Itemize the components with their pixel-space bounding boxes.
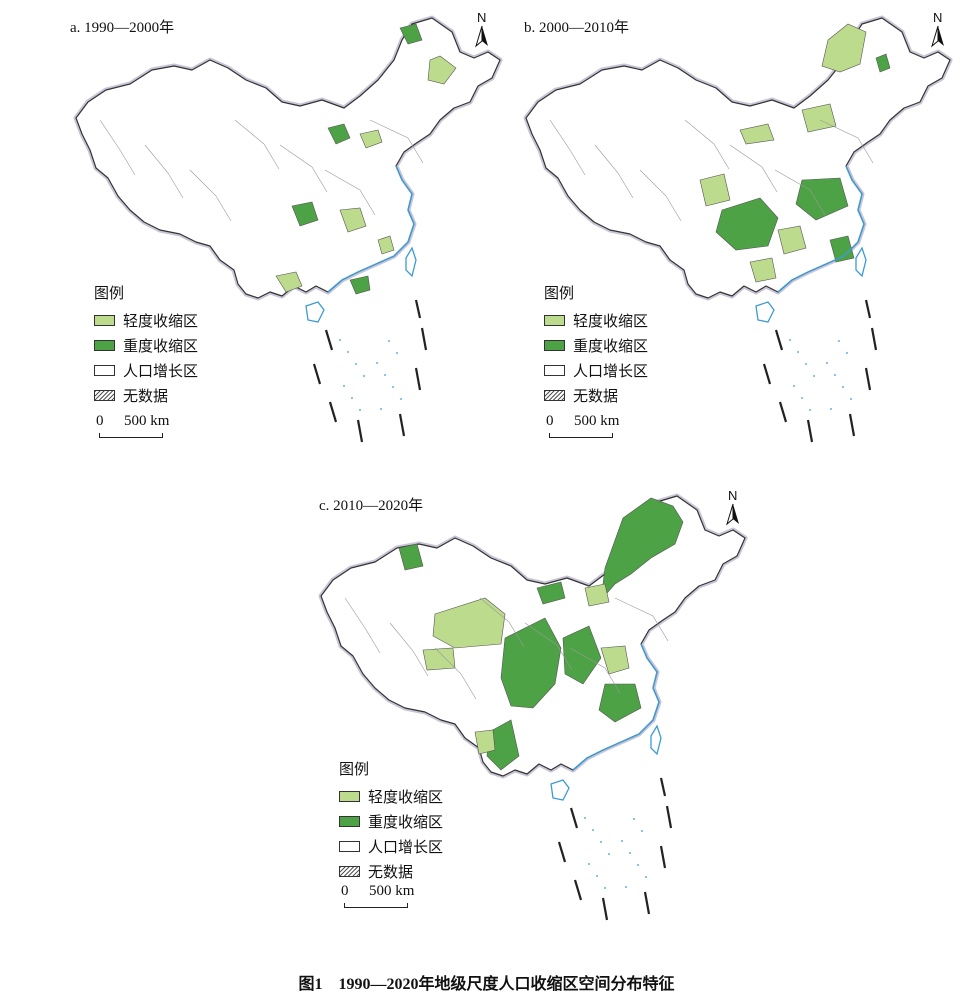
scale-bar-b: 0 500 km	[546, 413, 619, 439]
panel-title-a: a. 1990—2000年	[70, 20, 175, 36]
map-legend-b: 图例 轻度收缩区 重度收缩区 人口增长区 无数据	[544, 282, 648, 408]
legend-item-heavy: 重度收缩区	[94, 333, 198, 358]
legend-item-light: 轻度收缩区	[339, 784, 443, 809]
map-legend-c: 图例 轻度收缩区 重度收缩区 人口增长区 无数据	[339, 758, 443, 884]
north-label: N	[728, 488, 738, 503]
legend-item-heavy: 重度收缩区	[339, 809, 443, 834]
map-legend-a: 图例 轻度收缩区 重度收缩区 人口增长区 无数据	[94, 282, 198, 408]
map-panel-b: b. 2000—2010年 N 图例 轻度收缩区 重度收缩区 人口增长区 无数据…	[510, 10, 953, 460]
scale-bar-c: 0 500 km	[341, 883, 414, 909]
growth-swatch-icon	[94, 365, 115, 376]
legend-item-nodata: 无数据	[339, 859, 443, 884]
light-swatch-icon	[339, 791, 360, 802]
heavy-swatch-icon	[339, 816, 360, 827]
legend-title: 图例	[339, 762, 370, 778]
light-swatch-icon	[94, 315, 115, 326]
map-panel-c: c. 2010—2020年 N 图例 轻度收缩区 重度收缩区 人口增长区 无数据…	[305, 488, 748, 958]
nodata-swatch-icon	[544, 390, 565, 401]
legend-item-growth: 人口增长区	[94, 358, 198, 383]
china-map-b	[523, 15, 953, 443]
north-label: N	[477, 10, 487, 25]
north-arrow-icon: N	[472, 10, 492, 48]
growth-swatch-icon	[339, 841, 360, 852]
legend-title: 图例	[544, 286, 575, 302]
north-label: N	[933, 10, 943, 25]
map-panel-a: a. 1990—2000年 N 图例 轻度收缩区 重度收缩区 人口增长区 无数据…	[60, 10, 503, 460]
legend-item-light: 轻度收缩区	[544, 308, 648, 333]
legend-title: 图例	[94, 286, 125, 302]
legend-item-growth: 人口增长区	[339, 834, 443, 859]
north-arrow-icon: N	[723, 488, 743, 526]
china-map-a	[73, 15, 503, 443]
china-map-c	[318, 493, 748, 921]
panel-title-b: b. 2000—2010年	[524, 20, 630, 36]
legend-item-light: 轻度收缩区	[94, 308, 198, 333]
heavy-swatch-icon	[94, 340, 115, 351]
nodata-swatch-icon	[339, 866, 360, 877]
nodata-swatch-icon	[94, 390, 115, 401]
legend-item-nodata: 无数据	[544, 383, 648, 408]
scale-bar-a: 0 500 km	[96, 413, 169, 439]
light-swatch-icon	[544, 315, 565, 326]
figure-caption: 图1 1990—2020年地级尺度人口收缩区空间分布特征	[298, 976, 675, 993]
heavy-swatch-icon	[544, 340, 565, 351]
growth-swatch-icon	[544, 365, 565, 376]
panel-title-c: c. 2010—2020年	[319, 498, 424, 514]
legend-item-heavy: 重度收缩区	[544, 333, 648, 358]
legend-item-growth: 人口增长区	[544, 358, 648, 383]
legend-item-nodata: 无数据	[94, 383, 198, 408]
north-arrow-icon: N	[928, 10, 948, 48]
